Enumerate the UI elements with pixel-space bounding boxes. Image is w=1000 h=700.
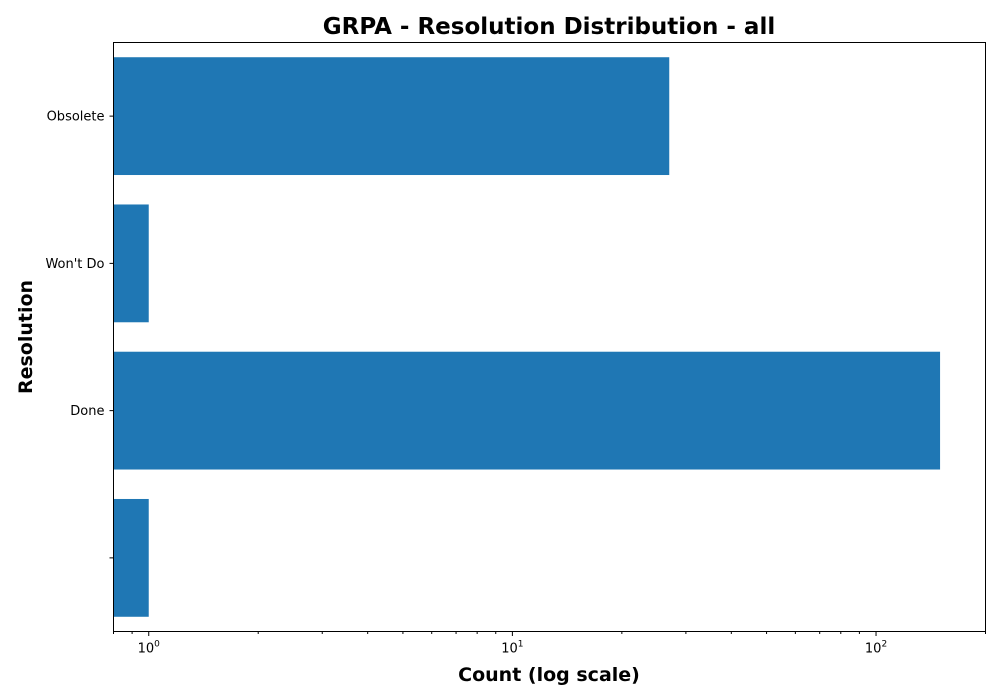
plot-frame xyxy=(113,42,986,632)
x-tick-label: 100 xyxy=(138,640,161,657)
y-tick-label: Obsolete xyxy=(47,110,105,125)
y-axis-label: Resolution xyxy=(15,280,37,394)
x-tick-label: 101 xyxy=(501,640,523,657)
chart-title: GRPA - Resolution Distribution - all xyxy=(323,14,775,40)
y-tick-label: Done xyxy=(70,404,104,419)
x-tick-label: 102 xyxy=(865,640,887,657)
x-ticks-group: 100 101 102 xyxy=(113,631,986,657)
y-ticks-group: Done Won't Do Obsolete xyxy=(45,110,114,559)
bar-2 xyxy=(113,204,149,323)
bar-3 xyxy=(113,57,670,176)
bars-group xyxy=(113,57,941,617)
y-tick-label: Won't Do xyxy=(45,257,104,272)
bar-0 xyxy=(113,498,149,617)
bar-1 xyxy=(113,351,941,470)
x-axis-label: Count (log scale) xyxy=(458,664,640,686)
